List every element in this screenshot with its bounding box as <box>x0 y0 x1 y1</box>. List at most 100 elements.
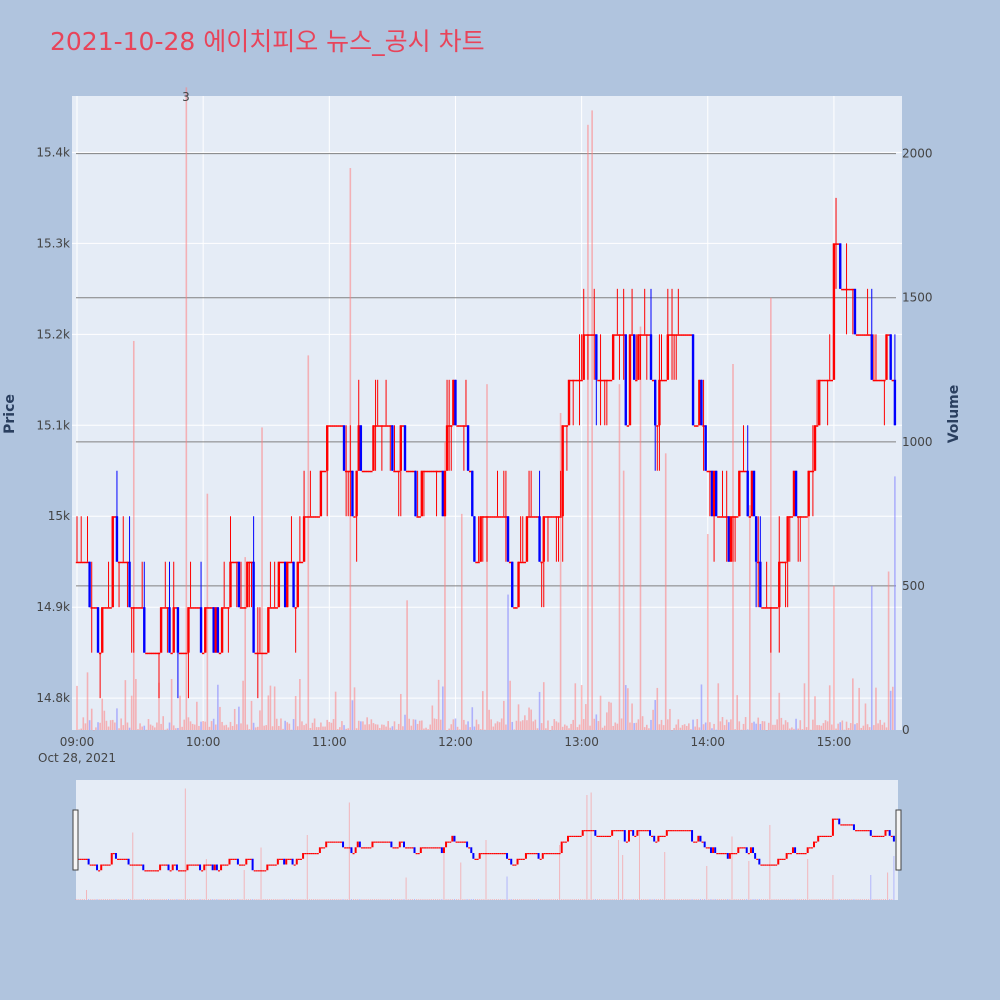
candle-body <box>292 561 295 608</box>
preview-candle <box>89 864 92 866</box>
candle-body <box>618 334 621 336</box>
volume-bar <box>326 719 329 730</box>
preview-candle <box>836 818 839 820</box>
candle-body <box>162 607 165 609</box>
preview-volume-bar <box>329 899 331 900</box>
preview-volume-bar <box>125 899 127 900</box>
range-slider-left-handle[interactable] <box>72 809 79 871</box>
volume-bar <box>833 585 835 730</box>
preview-volume-bar <box>289 899 291 900</box>
candle-body <box>719 516 722 518</box>
candle-body <box>229 561 232 608</box>
candle-body <box>178 652 182 655</box>
candle-body <box>643 334 646 336</box>
volume-bar <box>374 724 377 730</box>
range-slider[interactable] <box>76 780 898 900</box>
preview-volume-bar <box>180 899 182 900</box>
preview-candle <box>773 864 776 866</box>
volume-bar <box>389 727 392 730</box>
candle-body <box>130 607 133 609</box>
volume-bar <box>582 719 585 730</box>
preview-candle <box>869 830 872 836</box>
preview-volume-bar <box>531 899 533 900</box>
candle-body <box>389 425 392 427</box>
preview-volume-bar <box>689 899 691 900</box>
volume-bar <box>673 727 675 730</box>
preview-volume-bar <box>725 899 727 900</box>
preview-volume-bar <box>878 899 880 900</box>
preview-volume-bar <box>617 840 619 900</box>
volume-bar <box>78 729 80 730</box>
preview-volume-bar <box>86 890 88 900</box>
candle-body <box>298 561 302 564</box>
preview-candle <box>724 853 727 855</box>
x-tick-label: 09:00 <box>60 735 95 749</box>
candle-body <box>704 425 707 471</box>
volume-bar <box>282 728 284 730</box>
candle-body <box>395 470 398 473</box>
volume-bar <box>517 704 520 730</box>
volume-bar <box>391 726 394 730</box>
candle-body <box>277 561 281 608</box>
candle-body <box>189 607 192 609</box>
preview-volume-bar <box>239 899 241 900</box>
candle-body <box>538 516 541 562</box>
candle-body <box>403 425 407 471</box>
volume-layer <box>76 87 896 731</box>
candle-body <box>727 516 730 562</box>
preview-candle <box>661 835 664 838</box>
candle-body <box>794 470 798 517</box>
preview-volume-bar <box>88 899 90 900</box>
preview-volume-bar <box>788 899 790 900</box>
preview-volume-bar <box>517 899 519 900</box>
x-tick-label: 11:00 <box>312 735 347 749</box>
candle-body <box>136 607 140 609</box>
volume-bar <box>427 729 429 730</box>
volume-bar <box>193 724 196 730</box>
volume-bar <box>639 326 642 730</box>
preview-volume-bar <box>809 899 811 900</box>
volume-bar <box>797 728 799 730</box>
preview-volume-bar <box>361 899 363 900</box>
preview-candle <box>703 841 706 848</box>
range-slider-right-handle[interactable] <box>895 809 902 871</box>
volume-bar <box>263 725 265 730</box>
volume-bar <box>597 721 600 730</box>
volume-bar <box>235 724 238 730</box>
preview-volume-bar <box>645 899 647 900</box>
volume-bar <box>536 728 539 730</box>
preview-volume-bar <box>784 899 786 900</box>
volume-bar <box>545 728 547 730</box>
candle-body <box>529 516 533 518</box>
preview-volume-bar <box>283 899 285 900</box>
preview-candle <box>247 858 250 860</box>
candle-body <box>569 379 573 382</box>
preview-volume-bar <box>102 899 104 900</box>
preview-volume-bar <box>403 899 405 900</box>
preview-candle <box>329 841 332 843</box>
candle-body <box>534 516 537 518</box>
candle-body <box>433 470 436 473</box>
candle-body <box>363 470 367 473</box>
preview-candle <box>135 864 138 866</box>
volume-bar <box>563 724 566 730</box>
candle-body <box>132 607 135 609</box>
candle-body <box>180 652 184 655</box>
candle-body <box>418 516 421 518</box>
preview-volume-bar <box>277 899 279 900</box>
preview-candle <box>588 830 591 832</box>
candle-body <box>408 470 411 473</box>
volume-bar <box>231 725 234 730</box>
candle-body <box>128 561 131 608</box>
preview-volume-bar <box>866 899 868 900</box>
x-tick-label: 12:00 <box>438 735 473 749</box>
candle-body <box>683 334 686 336</box>
preview-volume-bar <box>889 899 891 900</box>
candle-body <box>532 516 535 518</box>
preview-volume-bar <box>252 899 254 900</box>
volume-bar <box>109 720 112 730</box>
candle-body <box>536 516 539 518</box>
candle-body <box>195 607 199 609</box>
candle-body <box>796 516 800 518</box>
